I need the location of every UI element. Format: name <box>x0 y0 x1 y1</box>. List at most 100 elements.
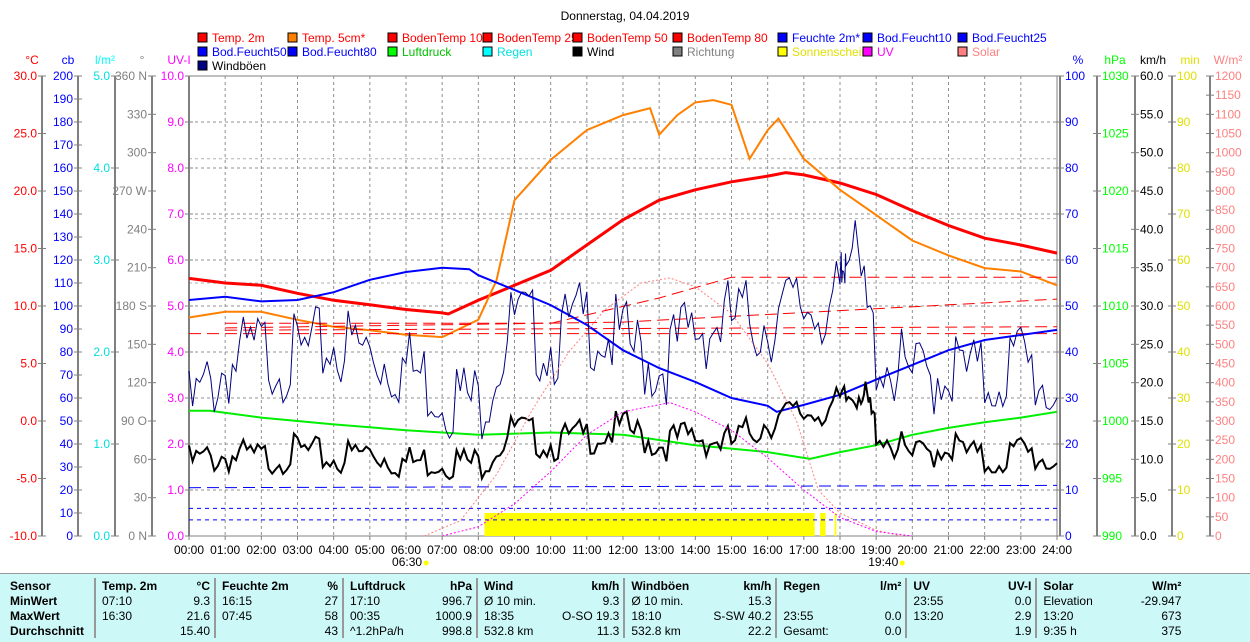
legend-label: BodenTemp 25 <box>497 31 578 45</box>
x-tick-label: 06:00 <box>391 543 421 557</box>
legend-swatch <box>197 46 208 57</box>
legend-swatch <box>287 46 298 57</box>
axis-unit-hum: % <box>1073 53 1084 67</box>
axis-tick-label: 100 <box>1065 69 1085 83</box>
stats-cell-value: 9.3 <box>193 593 210 608</box>
legend-label: Richtung <box>687 45 734 59</box>
legend-swatch <box>672 32 683 43</box>
stats-cell-time: Gesamt: <box>775 623 858 638</box>
axis-tick-label: 750 <box>1215 242 1235 256</box>
weather-chart: Donnerstag, 04.04.2019 Temp. 2m Temp. 5cm… <box>10 9 1243 569</box>
series-feuchte-2m- <box>188 266 1058 413</box>
legend-label: Feuchte 2m* <box>792 31 860 45</box>
axis-tick-label: 20.0 <box>1140 376 1164 390</box>
stats-cell-time: 16:15 <box>214 593 296 608</box>
stats-cell-value <box>857 593 906 608</box>
axis-tick-label: 150 <box>1215 472 1235 486</box>
stats-cell-time <box>905 623 988 638</box>
stats-header: Wind <box>476 578 558 593</box>
axis-tick-label: 8.0 <box>167 161 184 175</box>
axis-tick-label: 1030 <box>1102 69 1129 83</box>
axis-tick-label: 1025 <box>1102 127 1129 141</box>
stats-cell-time <box>214 623 296 638</box>
axis-tick-label: 9.0 <box>167 115 184 129</box>
axis-tick-label: 5.0 <box>1140 491 1157 505</box>
axis-tick-label: 55.0 <box>1140 107 1164 121</box>
axis-tick-label: 20.0 <box>14 184 38 198</box>
axis-tick-label: 0.0 <box>20 414 37 428</box>
legend-label: Temp. 5cm* <box>302 31 366 45</box>
stats-cell-value: 996.7 <box>441 593 472 608</box>
axis-tick-label: 150 <box>127 337 147 351</box>
legend-swatch <box>777 32 788 43</box>
stats-cell-time: 17:10 <box>342 593 424 608</box>
legend-label: Bod.Feucht10 <box>877 31 952 45</box>
sunrise-label: 06:30 <box>392 555 422 569</box>
legend: Temp. 2m Temp. 5cm* BodenTemp 10 BodenTemp … <box>197 31 1047 73</box>
stats-row: MaxWert 16:30 21.6 07:45 58 00:35 1000.9 18:35 O… <box>6 608 1185 623</box>
stats-unit: km/h <box>591 578 620 593</box>
axis-unit-uv: UV-I <box>167 53 190 67</box>
axis-unit-press: hPa <box>1104 53 1126 67</box>
series-layer <box>188 99 1058 537</box>
legend-swatch <box>482 32 493 43</box>
stats-cell-value: 998.8 <box>441 623 472 638</box>
x-tick-label: 11:00 <box>572 543 601 557</box>
stats-unit: °C <box>196 578 210 593</box>
series-bodentemp-25 <box>225 298 1058 329</box>
axis-tick-label: 0 N <box>128 529 147 543</box>
axis-tick-label: 80 <box>60 345 74 359</box>
axis-tick-label: 90 <box>1065 115 1079 129</box>
axis-tick-label: 5.0 <box>167 299 184 313</box>
axis-tick-label: 0 <box>1177 529 1184 543</box>
sunshine-bar <box>834 513 837 536</box>
axis-tick-label: 1010 <box>1102 299 1129 313</box>
x-tick-label: 02:00 <box>246 543 276 557</box>
axis-tick-label: 800 <box>1215 222 1235 236</box>
stats-cell-time <box>775 593 858 608</box>
axis-tick-label: 180 <box>53 115 73 129</box>
stats-cell-value: 27 <box>324 593 338 608</box>
x-tick-label: 21:00 <box>933 543 963 557</box>
axis-tick-label: 250 <box>1215 433 1235 447</box>
axis-tick-label: 190 <box>53 92 73 106</box>
axis-tick-label: 995 <box>1102 472 1122 486</box>
x-tick-label: 09:00 <box>499 543 529 557</box>
x-tick-label: 04:00 <box>319 543 349 557</box>
stats-row: Durchschnitt 15.40 43 ^1.2hPa/h 998.8 532.8 k… <box>6 623 1185 638</box>
axis-tick-label: 70 <box>1065 207 1079 221</box>
stats-cell-time: 23:55 <box>905 593 988 608</box>
axis-tick-label: 0.0 <box>167 529 184 543</box>
axis-tick-label: 120 <box>53 253 73 267</box>
axis-unit-rain: l/m² <box>95 53 115 67</box>
stats-header: Windböen <box>623 578 710 593</box>
x-tick-label: 12:00 <box>608 543 638 557</box>
axis-tick-label: 1.0 <box>93 437 110 451</box>
x-axis: 00:00 01:00 02:00 03:00 04:00 05:00 06:00 07:00… <box>174 536 1072 569</box>
stats-cell-value: -29.947 <box>1140 593 1182 608</box>
axis-tick-label: 60 <box>60 391 74 405</box>
axis-unit-solar: W/m² <box>1214 53 1243 67</box>
axis-tick-label: 300 <box>127 146 147 160</box>
stats-cell-value: 0.0 <box>884 608 902 623</box>
axis-tick-label: 600 <box>1215 299 1235 313</box>
stats-cell-time: 07:10 <box>94 593 166 608</box>
stats-cell-time: 07:45 <box>214 608 296 623</box>
legend-label: Bod.Feucht25 <box>972 31 1047 45</box>
legend-label: Windböen <box>212 59 266 73</box>
x-tick-label: 03:00 <box>282 543 312 557</box>
axis-tick-label: 10 <box>60 506 74 520</box>
axis-tick-label: 1015 <box>1102 242 1129 256</box>
legend-swatch <box>197 32 208 43</box>
axis-tick-label: 100 <box>1215 491 1235 505</box>
legend-swatch <box>197 60 208 71</box>
axis-tick-label: 950 <box>1215 165 1235 179</box>
axis-tick-label: 350 <box>1215 395 1235 409</box>
stats-cell-time: 16:30 <box>94 608 166 623</box>
legend-swatch <box>572 46 583 57</box>
legend-swatch <box>572 32 583 43</box>
axis-tick-label: 4.0 <box>167 345 184 359</box>
axis-tick-label: 5.0 <box>20 357 37 371</box>
axis-tick-label: 120 <box>127 376 147 390</box>
axis-tick-label: 6.0 <box>167 253 184 267</box>
